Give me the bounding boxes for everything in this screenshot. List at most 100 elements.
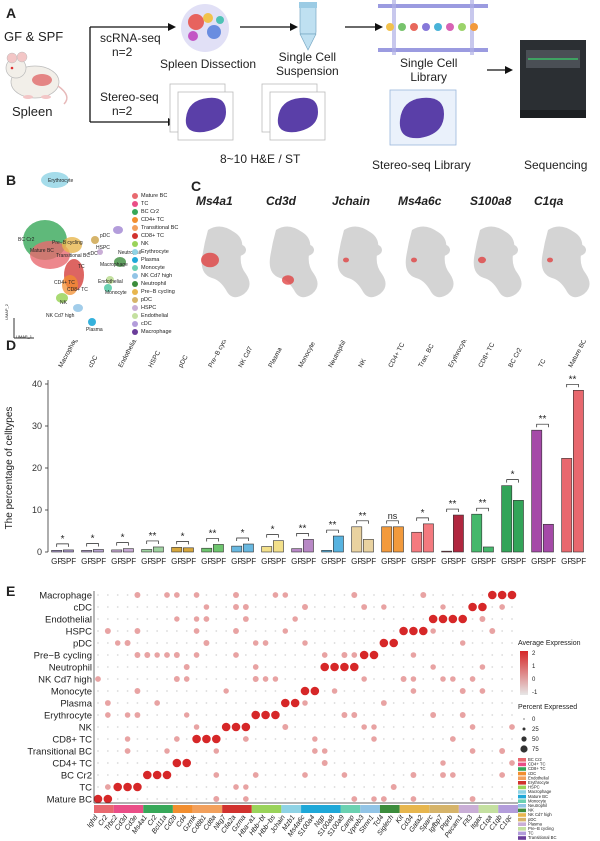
expression-dot — [382, 786, 385, 788]
expression-dot — [489, 628, 496, 634]
expression-dot — [175, 750, 178, 752]
expression-dot — [126, 618, 129, 620]
expression-dot — [254, 762, 257, 764]
group-label: SPF — [361, 557, 377, 566]
expression-dot — [392, 798, 395, 800]
umap-label-hspc: HSPC — [96, 245, 110, 251]
expression-dot — [136, 702, 139, 704]
umap-label-endothelial: Endothelial — [98, 279, 123, 285]
group-legend-swatch — [518, 799, 526, 803]
expression-dot — [412, 786, 415, 788]
expression-dot — [422, 738, 425, 740]
expression-dot — [333, 606, 336, 608]
row-label: NK Cd7 high — [38, 675, 92, 686]
significance-bracket — [506, 479, 519, 483]
expression-dot — [284, 642, 287, 644]
expression-dot — [264, 726, 267, 728]
expression-dot — [195, 642, 198, 644]
expression-dot — [264, 654, 267, 656]
expression-dot — [244, 642, 247, 644]
expression-dot — [461, 786, 464, 788]
expression-dot — [422, 690, 425, 692]
expression-dot — [231, 722, 241, 732]
significance-bracket — [116, 542, 129, 546]
expression-dot — [351, 652, 358, 658]
expression-dot — [116, 702, 119, 704]
expression-dot — [442, 798, 444, 800]
expression-dot — [146, 678, 149, 680]
expression-dot — [313, 630, 316, 632]
expression-dot — [499, 748, 506, 754]
expression-dot — [507, 590, 517, 600]
expression-dot — [193, 616, 200, 622]
expression-dot — [353, 702, 356, 704]
expression-dot — [481, 594, 484, 596]
expression-dot — [215, 606, 218, 608]
expression-dot — [382, 630, 385, 632]
expression-dot — [412, 750, 415, 752]
expression-dot — [185, 654, 188, 656]
significance-bracket — [476, 507, 489, 512]
expression-dot — [501, 678, 504, 680]
expression-dot — [156, 750, 159, 752]
legend-label: Plasma — [141, 257, 160, 263]
expression-dot — [511, 798, 513, 800]
expression-dot — [294, 654, 297, 656]
category-label: Monocyte — [297, 340, 317, 369]
color-legend-title: Average Expression — [518, 640, 581, 647]
expression-dot — [304, 798, 306, 800]
expression-dot — [294, 666, 297, 668]
expression-dot — [205, 774, 208, 776]
expression-dot — [274, 798, 277, 800]
umap-plot — [13, 172, 126, 339]
expression-dot — [511, 738, 513, 740]
expression-dot — [284, 798, 287, 800]
legend-label: Endothelial — [141, 313, 169, 319]
expression-dot — [392, 678, 395, 680]
expression-dot — [235, 642, 237, 644]
legend-swatch — [132, 265, 138, 271]
group-legend-swatch — [518, 813, 526, 817]
expression-dot — [333, 774, 336, 776]
expression-dot — [363, 714, 366, 716]
expression-dot — [491, 786, 494, 788]
expression-dot — [185, 642, 188, 644]
expression-dot — [97, 738, 99, 740]
umap-label-pre-b-cycling: Pre−B cycling — [52, 240, 83, 246]
expression-dot — [402, 690, 405, 692]
expression-dot — [175, 798, 178, 800]
expression-dot — [244, 762, 247, 764]
expression-dot — [284, 750, 287, 752]
expression-dot — [392, 630, 395, 632]
expression-dot — [136, 762, 139, 764]
expression-dot — [353, 762, 356, 764]
umap-label-monocyte: Monocyte — [105, 290, 127, 296]
legend-swatch — [132, 233, 138, 239]
sequencer-icon — [520, 40, 586, 118]
expression-dot — [353, 690, 356, 692]
expression-dot — [471, 666, 474, 668]
umap-axis-x: UMAP_1 — [16, 334, 33, 339]
expression-dot — [501, 762, 504, 764]
expression-dot — [442, 750, 444, 752]
expression-dot — [449, 736, 456, 742]
expression-dot — [205, 702, 208, 704]
expression-dot — [451, 642, 454, 644]
bar — [362, 539, 374, 553]
significance-label: * — [181, 531, 185, 542]
expression-dot — [392, 702, 395, 704]
expression-dot — [451, 666, 454, 668]
legend-item: Erythrocyte — [132, 248, 178, 256]
expression-dot — [244, 690, 247, 692]
expression-dot — [156, 714, 159, 716]
expression-dot — [294, 774, 297, 776]
expression-dot — [469, 724, 476, 730]
expression-dot — [442, 654, 444, 656]
expression-dot — [225, 774, 228, 776]
expression-dot — [235, 762, 237, 764]
group-label: GF — [81, 557, 92, 566]
expression-dot — [136, 666, 139, 668]
expression-dot — [166, 726, 168, 728]
expression-dot — [369, 650, 379, 660]
expression-dot — [282, 724, 289, 730]
